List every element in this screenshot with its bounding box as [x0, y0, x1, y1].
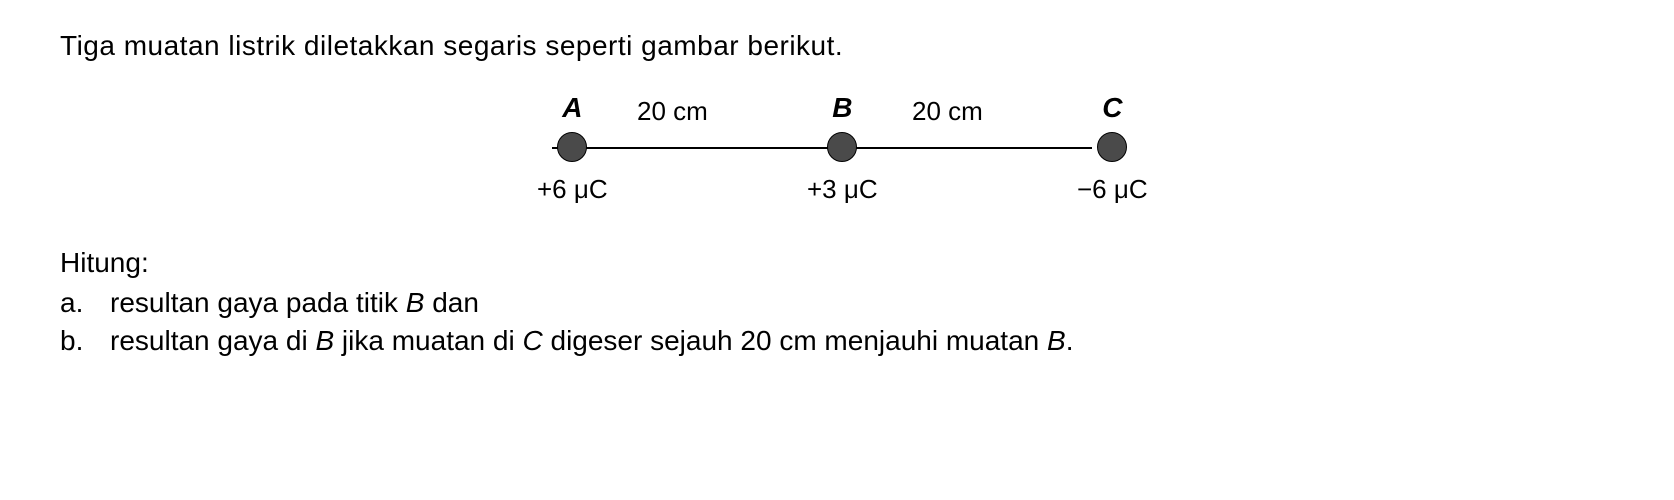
question-b-text: resultan gaya di B jika muatan di C dige…: [110, 325, 1614, 357]
question-a-prefix: resultan gaya pada titik: [110, 287, 406, 318]
hitung-label: Hitung:: [60, 247, 1614, 279]
label-c: C: [1102, 92, 1122, 124]
question-b-letter: b.: [60, 325, 110, 357]
question-a-var1: B: [406, 287, 425, 318]
charge-value-b: +3 μC: [807, 174, 878, 205]
question-a-letter: a.: [60, 287, 110, 319]
label-b: B: [832, 92, 852, 124]
question-b-prefix: resultan gaya di: [110, 325, 315, 356]
question-list: a. resultan gaya pada titik B dan b. res…: [60, 287, 1614, 357]
question-a-text: resultan gaya pada titik B dan: [110, 287, 1614, 319]
label-a: A: [562, 92, 582, 124]
distance-bc-label: 20 cm: [912, 96, 983, 127]
charge-value-a: +6 μC: [537, 174, 608, 205]
question-b-suffix: .: [1066, 325, 1074, 356]
question-a: a. resultan gaya pada titik B dan: [60, 287, 1614, 319]
question-b-mid2: digeser sejauh 20 cm menjauhi muatan: [543, 325, 1047, 356]
distance-ab-label: 20 cm: [637, 96, 708, 127]
charge-diagram: 20 cm 20 cm A +6 μC B +3 μC C −6 μC: [517, 92, 1157, 212]
question-b-var3: B: [1047, 325, 1066, 356]
circle-c: [1097, 132, 1127, 162]
circle-b: [827, 132, 857, 162]
charge-point-b: B +3 μC: [807, 92, 878, 205]
circle-a: [557, 132, 587, 162]
question-b-var1: B: [315, 325, 334, 356]
diagram-container: 20 cm 20 cm A +6 μC B +3 μC C −6 μC: [60, 92, 1614, 212]
question-b-mid1: jika muatan di: [334, 325, 522, 356]
question-a-suffix: dan: [424, 287, 479, 318]
question-b: b. resultan gaya di B jika muatan di C d…: [60, 325, 1614, 357]
charge-point-c: C −6 μC: [1077, 92, 1148, 205]
charge-value-c: −6 μC: [1077, 174, 1148, 205]
question-b-var2: C: [522, 325, 542, 356]
intro-text: Tiga muatan listrik diletakkan segaris s…: [60, 30, 1614, 62]
charge-point-a: A +6 μC: [537, 92, 608, 205]
